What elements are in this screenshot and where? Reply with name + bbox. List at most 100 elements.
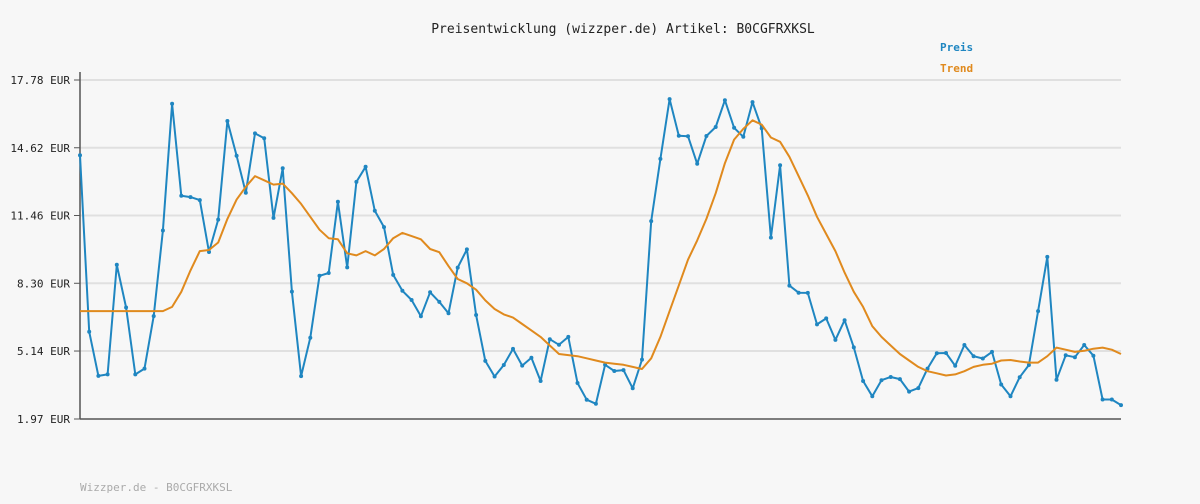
data-point-preis — [630, 386, 635, 391]
data-point-preis — [999, 382, 1004, 387]
data-point-preis — [78, 153, 82, 158]
data-point-preis — [824, 316, 829, 321]
data-point-preis — [778, 163, 783, 168]
data-point-preis — [907, 389, 912, 394]
data-point-preis — [446, 311, 451, 316]
data-point-preis — [861, 379, 866, 383]
data-point-preis — [897, 377, 902, 382]
data-point-preis — [151, 314, 156, 319]
data-point-preis — [133, 372, 138, 377]
data-point-preis — [796, 290, 801, 295]
data-point-preis — [308, 335, 313, 340]
data-point-preis — [971, 354, 976, 359]
data-point-preis — [382, 225, 386, 230]
data-point-preis — [953, 363, 958, 368]
data-point-preis — [1100, 397, 1105, 402]
data-point-preis — [409, 298, 414, 302]
data-point-preis — [888, 375, 893, 379]
data-point-preis — [455, 265, 460, 270]
data-point-preis — [464, 247, 469, 252]
data-point-preis — [262, 136, 267, 141]
chart-title: Preisentwicklung (wizzper.de) Artikel: B… — [431, 22, 815, 37]
data-point-preis — [658, 156, 663, 161]
data-point-preis — [105, 372, 110, 377]
data-point-preis — [483, 358, 488, 363]
data-point-preis — [400, 288, 405, 293]
y-tick-label: 1.97 EUR — [17, 413, 70, 426]
data-point-preis — [815, 322, 819, 327]
grid — [80, 79, 1121, 420]
data-point-preis — [704, 134, 709, 138]
data-point-preis — [289, 289, 294, 294]
data-point-preis — [1082, 343, 1087, 347]
data-point-preis — [722, 98, 727, 103]
data-point-preis — [547, 337, 552, 342]
data-point-preis — [640, 357, 644, 362]
data-point-preis — [741, 134, 746, 139]
data-point-preis — [750, 100, 755, 105]
data-point-preis — [96, 373, 101, 378]
data-point-preis — [188, 195, 193, 200]
data-point-preis — [317, 273, 322, 278]
data-point-preis — [271, 215, 276, 220]
series-line-preis — [79, 98, 1122, 406]
data-point-preis — [124, 305, 129, 310]
data-point-preis — [962, 343, 967, 347]
data-point-preis — [142, 366, 147, 371]
y-tick-label: 14.62 EUR — [10, 142, 70, 155]
legend-trend: Trend — [940, 62, 973, 75]
data-point-preis — [768, 235, 773, 240]
data-point-preis — [179, 193, 184, 198]
data-point-preis — [253, 131, 257, 136]
data-point-preis — [676, 133, 681, 138]
data-point-preis — [805, 290, 810, 295]
data-point-preis — [501, 363, 506, 367]
data-point-preis — [833, 337, 838, 342]
data-point-preis — [520, 363, 525, 368]
data-point-preis — [335, 199, 340, 204]
data-point-preis — [1036, 309, 1041, 314]
data-point-preis — [1091, 353, 1096, 358]
data-point-preis — [1008, 394, 1013, 399]
y-tick-label: 8.30 EUR — [17, 277, 70, 290]
y-tick-label: 11.46 EUR — [10, 210, 70, 223]
data-point-preis — [934, 351, 939, 356]
data-point-preis — [1045, 254, 1050, 259]
data-point-preis — [842, 318, 847, 323]
series-line-trend — [80, 119, 1122, 377]
y-tick-label: 17.78 EUR — [10, 74, 70, 87]
data-point-preis — [649, 219, 654, 224]
y-tick-label: 5.14 EUR — [17, 345, 70, 358]
data-point-preis — [437, 299, 442, 304]
axes: 17.78 EUR 14.62 EUR 11.46 EUR 8.30 EUR 5.14 … — [10, 72, 81, 426]
data-point-preis — [584, 397, 589, 402]
data-point-preis — [197, 198, 202, 203]
data-point-preis — [114, 262, 119, 267]
data-point-preis — [160, 228, 165, 233]
data-point-preis — [1054, 377, 1059, 382]
data-point-preis — [566, 334, 571, 339]
data-point-preis — [667, 97, 672, 102]
data-point-preis — [879, 378, 884, 383]
data-point-preis — [980, 356, 985, 361]
data-point-preis — [944, 351, 948, 355]
data-point-preis — [170, 101, 175, 106]
legend-preis: Preis — [940, 41, 973, 54]
data-point-preis — [299, 374, 304, 379]
data-point-preis — [713, 125, 718, 129]
data-point-preis — [391, 272, 396, 277]
data-point-preis — [280, 166, 285, 171]
data-point-preis — [990, 349, 994, 354]
data-point-preis — [418, 314, 423, 319]
data-point-preis — [1109, 397, 1114, 402]
data-point-preis — [1119, 403, 1123, 408]
data-point-preis — [1072, 355, 1077, 360]
data-point-preis — [225, 119, 230, 123]
data-point-preis — [851, 345, 856, 350]
data-point-preis — [243, 190, 248, 195]
data-point-preis — [870, 394, 875, 399]
data-point-preis — [1063, 353, 1068, 358]
data-point-preis — [326, 271, 331, 275]
